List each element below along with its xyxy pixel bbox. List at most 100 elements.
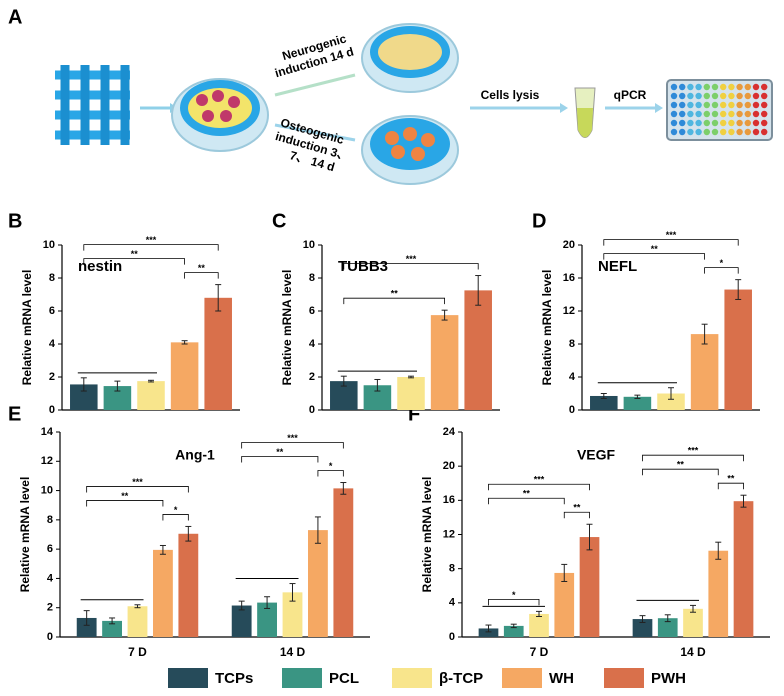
- y-axis-label: Relative mRNA level: [420, 477, 434, 593]
- y-tick-label: 0: [49, 404, 55, 416]
- well: [728, 92, 735, 100]
- well: [752, 101, 760, 109]
- significance-label: ***: [406, 254, 417, 264]
- significance-bracket: [563, 511, 590, 519]
- tube: [574, 87, 596, 138]
- y-tick-label: 24: [443, 426, 456, 438]
- well: [670, 119, 678, 127]
- bar: [102, 620, 122, 637]
- well: [703, 92, 710, 100]
- well: [670, 92, 678, 100]
- bar: [178, 533, 199, 637]
- significance-bracket: [343, 263, 479, 270]
- significance-bracket: [317, 470, 344, 477]
- x-tick-label: 7 D: [128, 645, 147, 659]
- well: [687, 83, 694, 91]
- bar: [623, 396, 652, 410]
- bar: [579, 537, 600, 637]
- y-tick-label: 12: [41, 455, 53, 467]
- well: [695, 119, 702, 127]
- well: [720, 92, 727, 100]
- y-tick-label: 2: [47, 602, 53, 614]
- y-axis-label: Relative mRNA level: [20, 270, 34, 386]
- y-tick-label: 10: [303, 239, 315, 251]
- well: [679, 119, 686, 127]
- panel-label: A: [8, 6, 22, 28]
- y-axis-label: Relative mRNA level: [280, 270, 294, 386]
- well: [679, 92, 686, 100]
- y-tick-label: 6: [49, 305, 55, 317]
- well: [670, 110, 678, 118]
- bar: [153, 549, 173, 637]
- y-tick-label: 8: [47, 514, 53, 526]
- dish: [361, 23, 459, 93]
- bar: [127, 606, 148, 637]
- y-tick-label: 14: [41, 426, 54, 438]
- y-tick-label: 8: [569, 338, 575, 350]
- significance-label: **: [131, 249, 139, 259]
- y-tick-label: 0: [449, 631, 455, 643]
- y-tick-label: 10: [41, 484, 53, 496]
- significance-bracket: [86, 486, 189, 493]
- well: [736, 110, 743, 118]
- well: [761, 101, 768, 109]
- chart-title: NEFL: [598, 258, 637, 275]
- significance-bracket: [241, 442, 344, 449]
- bar: [683, 608, 703, 637]
- well: [720, 119, 727, 127]
- well: [728, 83, 735, 91]
- x-tick-label: 7 D: [530, 645, 549, 659]
- well: [703, 119, 710, 127]
- significance-bracket: [343, 297, 445, 305]
- legend-label: PCL: [329, 670, 359, 687]
- significance-bracket: [488, 497, 565, 505]
- bar: [632, 619, 653, 637]
- well: [744, 83, 751, 91]
- bar: [657, 393, 685, 410]
- arrow-head: [655, 103, 663, 113]
- bar: [708, 550, 729, 637]
- well: [728, 119, 735, 127]
- y-tick-label: 2: [309, 371, 315, 383]
- significance-label: ***: [146, 235, 157, 245]
- y-tick-label: 8: [49, 272, 55, 284]
- y-tick-label: 20: [563, 239, 575, 251]
- bar: [257, 602, 277, 637]
- well: [687, 92, 694, 100]
- schematic-label: qPCR: [614, 88, 647, 102]
- y-tick-label: 0: [47, 631, 53, 643]
- well: [720, 110, 727, 118]
- well: [703, 83, 710, 91]
- arrow: [274, 73, 356, 97]
- well: [761, 92, 768, 100]
- significance-bracket: [162, 514, 189, 521]
- well: [752, 92, 760, 100]
- bar: [590, 395, 618, 410]
- significance-bracket: [704, 267, 739, 274]
- well: [736, 101, 743, 109]
- legend-swatch: [392, 668, 432, 688]
- bar: [170, 342, 199, 410]
- well: [720, 128, 727, 136]
- x-tick-label: 14 D: [280, 645, 306, 659]
- well: [679, 110, 686, 118]
- well: [761, 119, 768, 127]
- y-axis-label: Relative mRNA level: [18, 477, 32, 593]
- scaffold: [55, 65, 130, 145]
- bar: [76, 617, 97, 637]
- well: [687, 119, 694, 127]
- bar: [204, 297, 232, 410]
- significance-label: **: [523, 489, 531, 499]
- y-tick-label: 4: [449, 597, 456, 609]
- bar: [333, 488, 354, 637]
- well: [728, 101, 735, 109]
- well: [744, 119, 751, 127]
- well: [695, 101, 702, 109]
- significance-bracket: [642, 454, 744, 462]
- plate-wells: [670, 83, 768, 136]
- significance-label: **: [651, 244, 659, 254]
- significance-label: ***: [534, 475, 545, 485]
- significance-label: *: [174, 505, 178, 515]
- legend-swatch: [282, 668, 322, 688]
